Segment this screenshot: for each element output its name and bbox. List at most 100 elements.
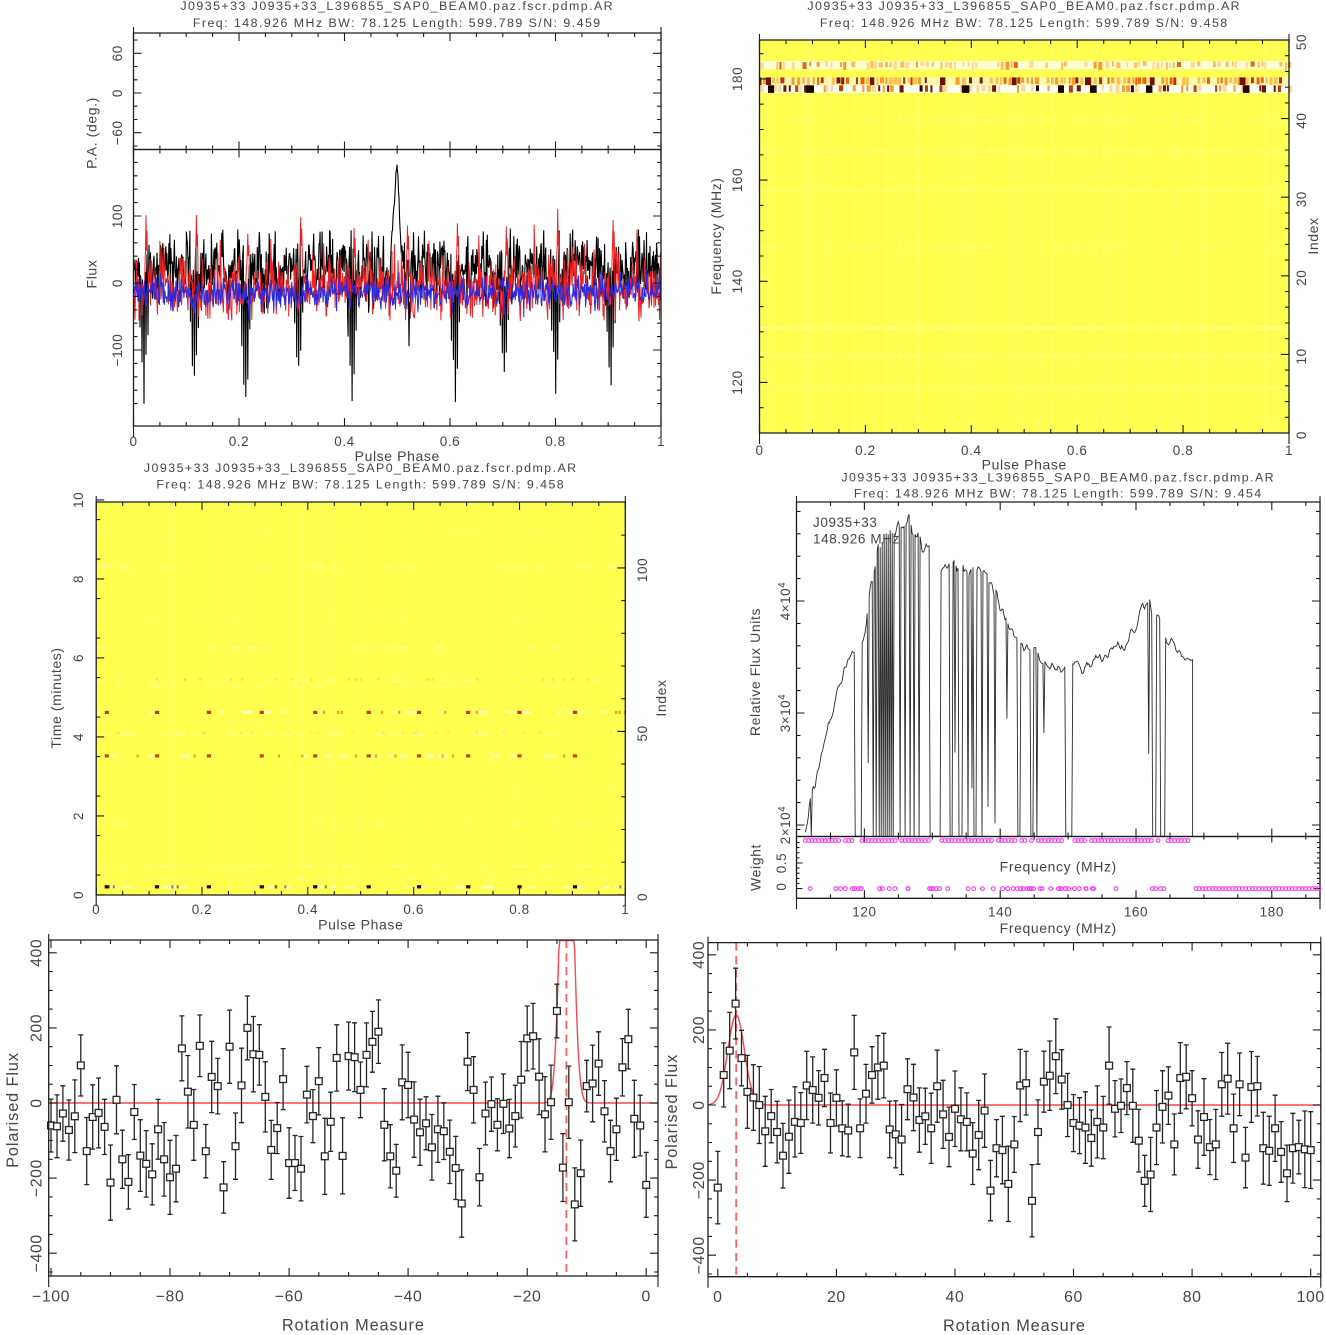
svg-text:1: 1 [657,434,665,449]
svg-text:0.8: 0.8 [545,434,566,449]
svg-text:160: 160 [1124,905,1148,920]
svg-text:4×104: 4×104 [777,582,793,620]
svg-text:−400: −400 [29,1234,46,1272]
svg-text:Rotation Measure: Rotation Measure [943,1317,1086,1335]
svg-text:100: 100 [1297,1289,1325,1306]
svg-text:0.8: 0.8 [509,902,530,917]
svg-text:Polarised Flux: Polarised Flux [4,1052,22,1168]
svg-text:0: 0 [642,1289,651,1306]
svg-text:0.4: 0.4 [298,902,319,917]
svg-text:−60: −60 [275,1289,304,1306]
svg-text:−200: −200 [29,1159,46,1197]
svg-text:0: 0 [129,434,137,449]
svg-text:120: 120 [852,905,876,920]
svg-text:148.926 MHz: 148.926 MHz [813,532,900,547]
svg-text:2×104: 2×104 [777,806,793,844]
svg-text:0: 0 [1294,431,1309,439]
svg-text:6: 6 [71,654,86,662]
svg-text:4: 4 [71,733,86,741]
svg-text:160: 160 [730,168,745,192]
svg-text:Relative Flux Units: Relative Flux Units [747,608,763,736]
svg-text:0: 0 [713,1289,722,1306]
svg-text:−400: −400 [691,1236,708,1274]
svg-text:0.4: 0.4 [961,443,982,458]
svg-text:140: 140 [730,269,745,293]
svg-text:0: 0 [71,891,86,899]
svg-text:Pulse Phase: Pulse Phase [982,457,1067,473]
svg-text:180: 180 [1260,905,1284,920]
svg-text:0.4: 0.4 [334,434,355,449]
svg-text:0.2: 0.2 [855,443,876,458]
svg-text:200: 200 [29,1014,46,1042]
svg-text:200: 200 [691,1016,708,1044]
svg-text:50: 50 [1294,34,1309,50]
svg-text:J0935+33 J0935+33_L396855_SAP0: J0935+33 J0935+33_L396855_SAP0_BEAM0.paz… [807,0,1241,13]
svg-text:Frequency (MHz): Frequency (MHz) [1000,859,1117,875]
svg-text:Freq: 148.926 MHz BW: 78.125 L: Freq: 148.926 MHz BW: 78.125 Length: 599… [820,16,1229,30]
svg-text:0: 0 [635,893,650,901]
svg-text:Polarised Flux: Polarised Flux [663,1054,681,1170]
svg-text:0.8: 0.8 [1173,443,1194,458]
svg-text:40: 40 [946,1289,965,1306]
svg-text:Pulse Phase: Pulse Phase [355,448,440,464]
svg-text:1: 1 [1285,443,1293,458]
svg-text:0.5: 0.5 [774,853,789,874]
svg-text:30: 30 [1294,191,1309,207]
svg-text:0.2: 0.2 [192,902,213,917]
svg-text:10: 10 [71,492,86,508]
svg-text:J0935+33 J0935+33_L396855_SAP0: J0935+33 J0935+33_L396855_SAP0_BEAM0.paz… [180,0,614,13]
svg-text:−40: −40 [394,1289,423,1306]
svg-text:140: 140 [988,905,1012,920]
svg-text:−100: −100 [110,334,125,367]
svg-text:60: 60 [110,45,125,61]
svg-text:40: 40 [1294,112,1309,128]
svg-text:−100: −100 [32,1289,70,1306]
svg-text:80: 80 [1183,1289,1202,1306]
svg-text:Freq: 148.926 MHz BW: 78.125 L: Freq: 148.926 MHz BW: 78.125 Length: 599… [854,487,1263,501]
svg-text:0: 0 [774,883,789,891]
svg-text:Time (minutes): Time (minutes) [48,647,64,748]
svg-text:J0935+33 J0935+33_L396855_SAP0: J0935+33 J0935+33_L396855_SAP0_BEAM0.paz… [144,461,578,475]
svg-text:20: 20 [1294,270,1309,286]
svg-text:Freq: 148.926 MHz BW: 78.125 L: Freq: 148.926 MHz BW: 78.125 Length: 599… [156,478,565,492]
svg-text:Index: Index [653,679,669,716]
svg-text:−200: −200 [691,1161,708,1199]
svg-text:Rotation Measure: Rotation Measure [282,1317,425,1335]
svg-text:0.6: 0.6 [403,902,424,917]
svg-text:Flux: Flux [84,260,100,289]
svg-text:10: 10 [1294,348,1309,364]
svg-text:0: 0 [110,89,125,97]
svg-text:−80: −80 [156,1289,185,1306]
svg-text:8: 8 [71,575,86,583]
svg-text:0.6: 0.6 [1067,443,1088,458]
svg-text:Index: Index [1305,217,1321,254]
svg-text:400: 400 [691,941,708,969]
svg-text:Frequency (MHz): Frequency (MHz) [1000,920,1117,936]
svg-text:P.A. (deg.): P.A. (deg.) [84,97,100,169]
svg-text:0: 0 [755,443,763,458]
svg-text:180: 180 [730,67,745,91]
svg-text:120: 120 [730,370,745,394]
svg-text:400: 400 [29,939,46,967]
svg-text:0.2: 0.2 [229,434,250,449]
svg-text:0: 0 [92,902,100,917]
svg-text:100: 100 [110,204,125,228]
svg-text:Freq: 148.926 MHz BW: 78.125 L: Freq: 148.926 MHz BW: 78.125 Length: 599… [193,16,602,30]
svg-text:−60: −60 [110,120,125,145]
svg-text:0: 0 [110,279,125,287]
svg-text:Weight: Weight [748,844,764,891]
svg-text:0.6: 0.6 [440,434,461,449]
svg-text:2: 2 [71,812,86,820]
svg-text:Pulse Phase: Pulse Phase [318,917,403,933]
svg-text:100: 100 [635,558,650,582]
svg-text:J0935+33: J0935+33 [813,515,877,530]
svg-text:Frequency (MHz): Frequency (MHz) [708,177,724,294]
svg-text:J0935+33 J0935+33_L396855_SAP0: J0935+33 J0935+33_L396855_SAP0_BEAM0.paz… [841,471,1275,485]
svg-text:50: 50 [635,725,650,741]
svg-text:0: 0 [29,1098,46,1107]
svg-text:20: 20 [827,1289,846,1306]
svg-text:0: 0 [691,1100,708,1109]
svg-text:1: 1 [621,902,629,917]
svg-text:3×104: 3×104 [777,694,793,732]
svg-text:−20: −20 [513,1289,542,1306]
